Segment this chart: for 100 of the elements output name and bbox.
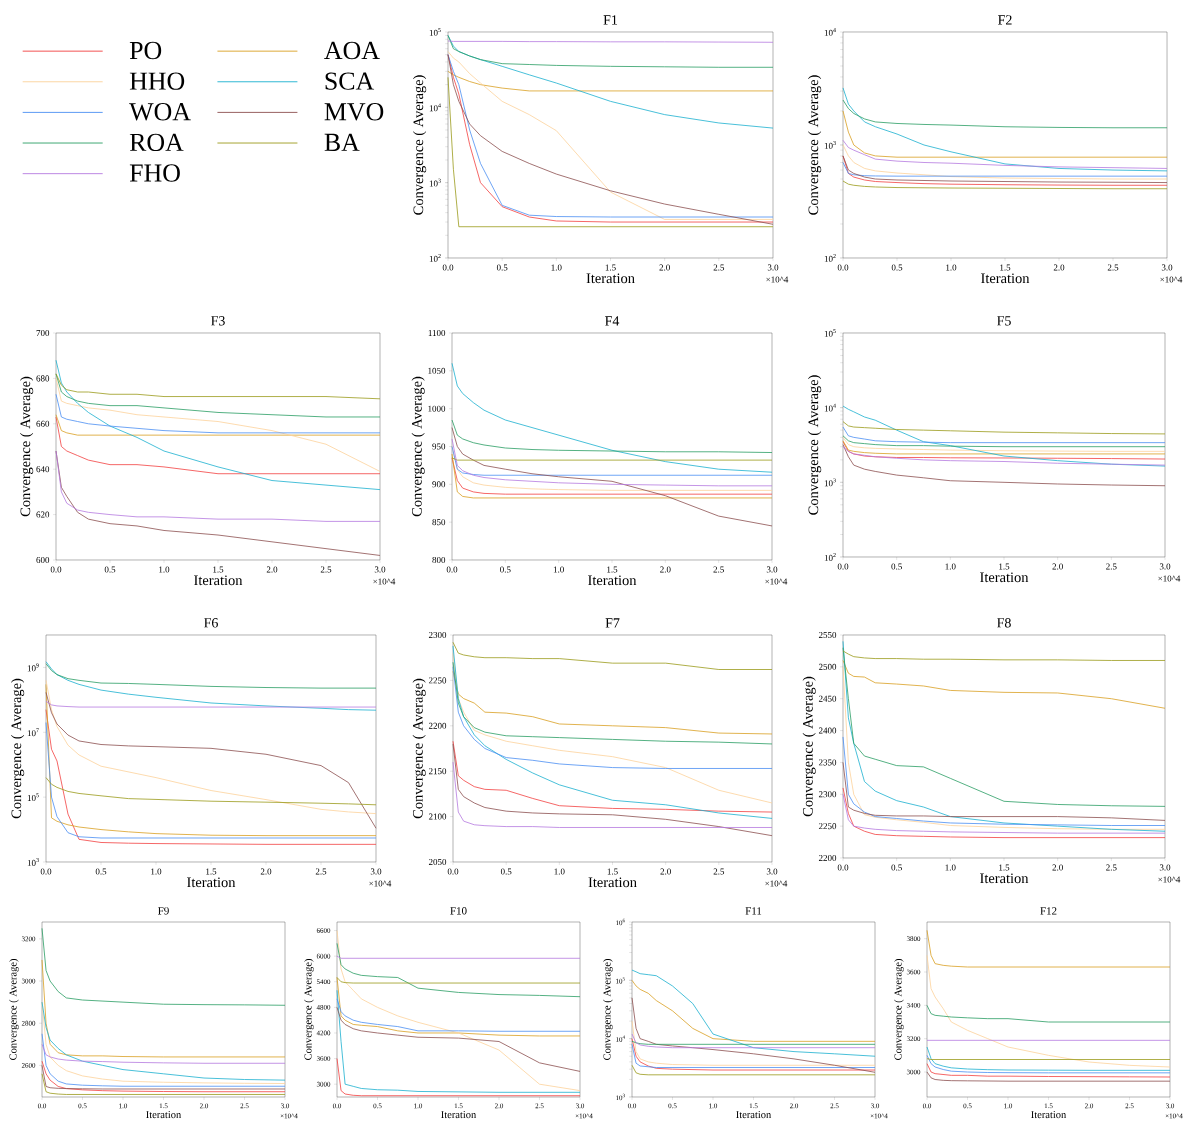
- line-series: [45, 777, 377, 806]
- line-series: [336, 1006, 581, 1072]
- x-tick-label: 2.0: [659, 264, 670, 271]
- y-tick-label: 2150: [428, 768, 447, 775]
- x-tick-label: 0.5: [500, 868, 512, 875]
- y-axis-title: Convergence ( Average): [11, 678, 25, 819]
- x-axis-title: Iteration: [980, 572, 1029, 583]
- x-tick-label: 2.5: [1107, 264, 1119, 271]
- text: ×10^4: [373, 578, 396, 585]
- x-tick-label: 2.5: [713, 868, 725, 875]
- x-tick-label: 0.5: [500, 566, 511, 573]
- line-series: [926, 954, 1171, 1068]
- y-tick-label: 2300: [428, 631, 447, 639]
- y-tick-label: 2200: [428, 722, 447, 729]
- x-tick-label: 3.0: [766, 868, 778, 875]
- line-series: [842, 441, 1166, 460]
- legend-label: WOA: [129, 103, 191, 121]
- x-tick-label: 1.0: [159, 566, 170, 573]
- line-series: [842, 99, 1168, 129]
- y-tick-label: 2300: [818, 791, 837, 798]
- line-series: [447, 35, 774, 68]
- y-axis-title: Convergence ( Average): [9, 959, 19, 1060]
- chart-title: F12: [1040, 907, 1057, 915]
- y-tick-label: 2350: [818, 759, 837, 766]
- y-tick-label: 10$^{2}$: [824, 553, 836, 561]
- y-axis-title: Convergence ( Average): [304, 959, 314, 1060]
- line-series: [842, 660, 1166, 709]
- x-tick-label: 3.0: [370, 868, 382, 875]
- x-tick-label: 0.0: [442, 264, 454, 271]
- x-tick-label: 1.5: [1000, 264, 1011, 271]
- x-tick-label: 1.0: [945, 864, 956, 871]
- chart-title: F7: [605, 618, 620, 628]
- x-tick-label: 1.0: [151, 868, 162, 875]
- y-axis-title: Convergence ( Average): [802, 676, 816, 817]
- y-tick-label: 1100: [428, 329, 446, 337]
- y-tick-label: 950: [432, 443, 446, 450]
- x-tick-label: 0.5: [891, 864, 902, 871]
- y-tick-label: 10$^{4}$: [429, 103, 441, 112]
- line-series: [631, 997, 876, 1073]
- y-axis-title: Convergence ( Average): [603, 959, 613, 1060]
- x-tick-label: 2.5: [1106, 563, 1117, 570]
- x-tick-label: 0.0: [447, 868, 459, 875]
- line-series: [452, 661, 773, 745]
- y-tick-label: 850: [432, 519, 446, 526]
- y-tick-label: 600: [36, 556, 50, 564]
- line-series: [842, 87, 1168, 172]
- y-tick-label: 660: [36, 420, 50, 427]
- y-tick-label: 2250: [818, 823, 837, 830]
- x-tick-label: 0.5: [496, 264, 508, 271]
- x-axis-title: Iteration: [980, 873, 1029, 884]
- chart-title: F11: [745, 907, 762, 915]
- x-tick-label: 0.0: [446, 566, 458, 573]
- x-tick-label: 2.0: [260, 868, 272, 875]
- x-tick-label: 0.5: [891, 563, 902, 570]
- y-tick-label: 800: [432, 556, 446, 564]
- x-tick-label: 1.0: [945, 563, 956, 570]
- x-tick-label: 1.0: [553, 566, 564, 573]
- y-tick-label: 10$^{4}$: [824, 28, 836, 36]
- x-tick-label: 3.0: [1159, 563, 1171, 570]
- line-series: [451, 438, 773, 487]
- y-tick-label: 10$^{3}$: [824, 478, 836, 487]
- x-tick-label: 1.0: [551, 264, 562, 271]
- line-series: [842, 139, 1168, 169]
- x-tick-label: 1.5: [999, 864, 1010, 871]
- line-series: [842, 650, 1166, 661]
- x-tick-label: 1.0: [946, 264, 957, 271]
- x-tick-label: 3.0: [374, 566, 386, 573]
- x-axis-title: Iteration: [146, 1111, 182, 1119]
- y-tick-label: 2200: [818, 854, 837, 862]
- y-tick-label: 700: [36, 329, 50, 337]
- x-tick-label: 1.5: [999, 563, 1010, 570]
- y-tick-label: 2050: [428, 858, 447, 866]
- line-series: [842, 444, 1166, 487]
- line-series: [55, 377, 381, 472]
- line-series: [842, 436, 1166, 452]
- line-series: [452, 670, 773, 735]
- line-series: [336, 942, 581, 998]
- y-tick-label: 1000: [428, 405, 446, 412]
- chart-title: F2: [998, 15, 1012, 25]
- line-series: [631, 969, 876, 1057]
- legend-label: PO: [129, 41, 162, 60]
- y-tick-label: 620: [36, 511, 50, 518]
- y-axis-title: Convergence ( Average): [412, 678, 426, 819]
- y-tick-label: 2400: [818, 727, 837, 734]
- x-tick-label: 1.5: [605, 264, 616, 271]
- line-series: [842, 405, 1166, 467]
- x-tick-label: 1.5: [607, 566, 618, 573]
- x-tick-label: 3.0: [1161, 264, 1173, 271]
- x-tick-label: 1.5: [607, 868, 618, 875]
- y-tick-label: 10$^{2}$: [429, 254, 441, 262]
- x-tick-label: 0.0: [837, 864, 849, 871]
- y-tick-label: 680: [36, 375, 50, 382]
- line-series: [336, 977, 581, 1037]
- x-tick-label: 0.5: [95, 868, 107, 875]
- x-tick-label: 2.0: [660, 566, 671, 573]
- x-tick-label: 2.5: [1106, 864, 1117, 871]
- x-tick-label: 0.0: [40, 868, 52, 875]
- x-axis-title: Iteration: [1031, 1111, 1067, 1119]
- line-series: [842, 421, 1166, 435]
- line-series: [452, 641, 773, 670]
